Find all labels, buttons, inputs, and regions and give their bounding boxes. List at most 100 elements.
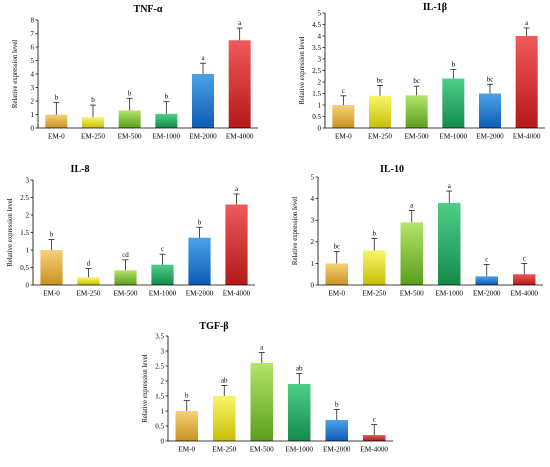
- tgfb-title: TGF-β: [199, 321, 228, 332]
- il10-y-tick-label: 5: [311, 173, 315, 181]
- il1b-panel: IL-1β Relative expression level 0 0.5 1 1.5 2 2…: [299, 2, 545, 141]
- tgfb-y-tick-label: 0: [161, 437, 165, 445]
- il8-significance-label: cd: [122, 251, 129, 259]
- il1b-bar: [369, 95, 391, 128]
- il8-y-axis-label: Relative expression level: [7, 198, 14, 266]
- il8-category-label: EM-1000: [149, 290, 177, 298]
- tnf-category-label: EM-2000: [189, 133, 217, 141]
- il10-bar: [513, 274, 536, 285]
- tnf-bar: [192, 74, 214, 128]
- tnf-significance-label: a: [238, 19, 242, 27]
- tgfb-bar: [288, 384, 311, 441]
- il1b-bar: [405, 95, 428, 128]
- tgfb-y-tick-label: 1: [161, 407, 165, 415]
- tgfb-bar: [325, 420, 348, 441]
- il1b-category-label: EM-2000: [476, 133, 504, 141]
- il8-y-tick-label: 0.5: [20, 264, 29, 272]
- il8-y-tick-label: 3: [26, 176, 30, 184]
- il10-y-tick-label: 1: [311, 260, 315, 268]
- il8-y-tick-label: 1: [26, 246, 30, 254]
- il8-significance-label: b: [50, 231, 54, 239]
- il10-significance-label: a: [448, 182, 452, 190]
- tgfb-y-tick-label: 0.5: [155, 422, 164, 430]
- tnf-category-label: EM-4000: [226, 133, 254, 141]
- il1b-category-label: EM-4000: [513, 133, 541, 141]
- tnf-y-tick-label: 8: [31, 16, 35, 24]
- il10-category-label: EM-500: [400, 290, 424, 298]
- il10-bar: [475, 276, 498, 285]
- tnf-bar: [45, 114, 68, 128]
- il10-significance-label: c: [523, 254, 526, 262]
- il8-panel: IL-8 Relative expression level 0 0.5 1 1.5 2 2.…: [7, 164, 255, 298]
- tnf-bar: [228, 40, 251, 128]
- il1b-category-label: EM-0: [335, 133, 352, 141]
- il10-significance-label: bc: [333, 243, 340, 251]
- il1b-y-tick-label: 1: [318, 101, 322, 109]
- il10-title: IL-10: [380, 164, 404, 175]
- il10-bar: [325, 263, 348, 285]
- il8-bar: [77, 277, 100, 285]
- tnf-bar: [118, 110, 141, 128]
- il10-bar: [400, 222, 423, 285]
- il10-bar: [438, 202, 461, 285]
- tgfb-bar: [175, 411, 198, 441]
- tgfb-y-tick-label: 3: [161, 347, 165, 355]
- tnf-bar: [82, 117, 104, 128]
- il8-category-label: EM-250: [77, 290, 101, 298]
- il10-bar: [363, 250, 386, 285]
- il1b-bar: [515, 36, 538, 128]
- tgfb-y-axis-label: Relative expression level: [142, 354, 149, 422]
- tnf-y-tick-label: 3: [31, 84, 35, 92]
- il1b-significance-label: b: [452, 60, 456, 68]
- il8-y-tick-label: 2.5: [20, 194, 29, 202]
- il1b-y-tick-label: 3: [318, 55, 322, 63]
- tnf-significance-label: b: [128, 89, 132, 97]
- il10-category-label: EM-250: [362, 290, 386, 298]
- tnf-y-tick-label: 2: [31, 97, 35, 105]
- tgfb-y-tick-label: 2.5: [155, 362, 164, 370]
- il10-significance-label: c: [485, 255, 488, 263]
- il1b-y-tick-label: 3.5: [312, 44, 321, 52]
- il8-bar: [40, 250, 63, 285]
- il8-bar: [151, 264, 174, 285]
- tgfb-significance-label: b: [335, 401, 339, 409]
- il10-y-tick-label: 0: [311, 281, 315, 289]
- il1b-y-axis-label: Relative expression level: [299, 36, 306, 104]
- tgfb-category-label: EM-1000: [285, 446, 313, 454]
- il8-y-tick-label: 1.5: [20, 229, 29, 237]
- il10-category-label: EM-4000: [510, 290, 538, 298]
- il10-y-axis-label: Relative expression level: [292, 197, 299, 265]
- il8-significance-label: b: [198, 218, 202, 226]
- il1b-significance-label: bc: [487, 75, 494, 83]
- tgfb-y-tick-label: 1.5: [155, 392, 164, 400]
- il8-category-label: EM-4000: [223, 290, 251, 298]
- il8-category-label: EM-2000: [186, 290, 214, 298]
- tnf-significance-label: b: [165, 93, 169, 101]
- il1b-y-tick-label: 4: [318, 32, 322, 40]
- tgfb-y-tick-label: 3.5: [155, 332, 164, 340]
- il10-category-label: EM-0: [328, 290, 345, 298]
- il1b-y-tick-label: 0.5: [312, 113, 321, 121]
- il8-y-tick-label: 0: [26, 281, 30, 289]
- il8-significance-label: d: [87, 260, 91, 268]
- tnf-bar: [155, 113, 178, 128]
- il1b-y-tick-label: 5: [318, 9, 322, 17]
- il10-significance-label: a: [410, 201, 414, 209]
- il8-significance-label: c: [161, 245, 164, 253]
- il8-category-label: EM-500: [114, 290, 138, 298]
- il1b-bar: [479, 93, 501, 128]
- tnf-category-label: EM-0: [48, 133, 65, 141]
- tnf-y-axis-label: Relative expression level: [12, 40, 19, 108]
- tnf-y-tick-label: 7: [31, 30, 35, 38]
- tgfb-bar: [250, 363, 273, 441]
- il1b-bar: [442, 78, 465, 128]
- il8-title: IL-8: [71, 164, 90, 175]
- tgfb-category-label: EM-2000: [323, 446, 351, 454]
- tnf-y-tick-label: 1: [31, 111, 35, 119]
- tgfb-bar: [213, 396, 236, 441]
- tgfb-significance-label: ab: [296, 365, 303, 373]
- tgfb-significance-label: c: [373, 416, 376, 424]
